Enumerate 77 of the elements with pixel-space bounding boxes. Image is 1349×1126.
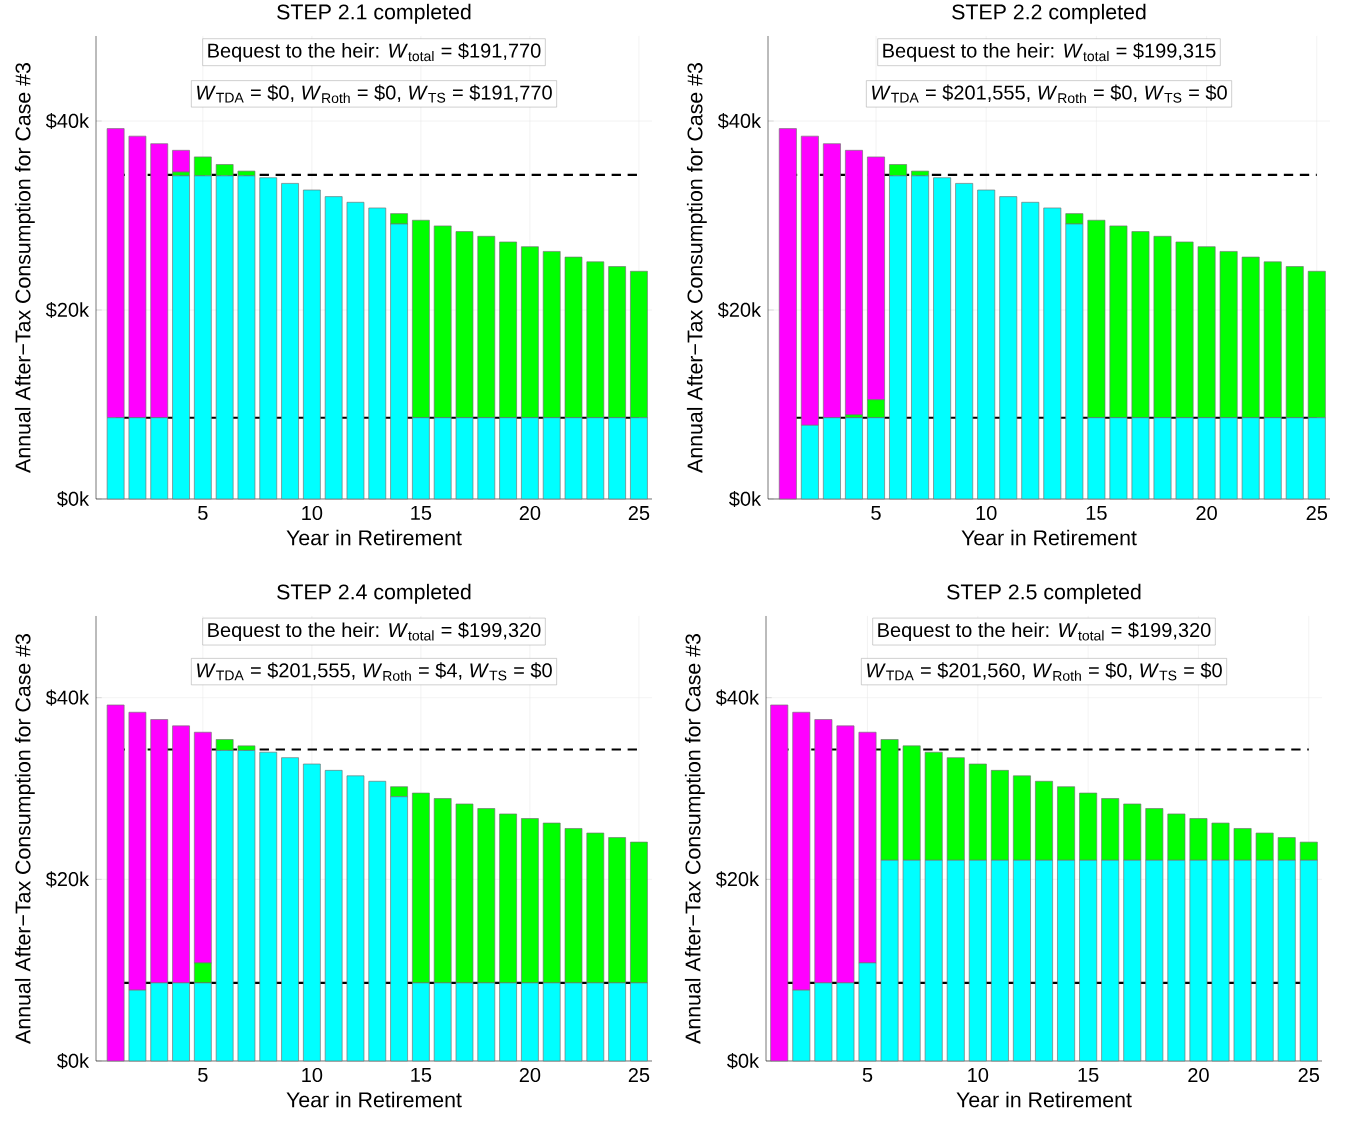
text: W$_{TDA}$ = $201,560, W$_{Roth}$ = $0, W$_{TS}$ = $0 xyxy=(867,662,1222,681)
x-tick-label: 15 xyxy=(411,1067,432,1082)
y-tick-label: $20k xyxy=(45,871,90,888)
x-tick-label: 5 xyxy=(198,1067,208,1082)
bar xyxy=(172,149,190,173)
y-axis-title: Annual After−Tax Consumption for Case #3 xyxy=(14,634,35,1044)
x-tick-label: 25 xyxy=(628,1067,650,1083)
y-tick-label: $0k xyxy=(727,1052,760,1070)
x-tick-label: 25 xyxy=(1306,505,1328,521)
x-tick-label: 10 xyxy=(976,505,997,521)
x-axis-title: Year in Retirement xyxy=(286,529,462,546)
bar xyxy=(933,177,952,500)
y-tick-label: $20k xyxy=(715,871,760,888)
x-axis-title: Year in Retirement xyxy=(286,1091,462,1108)
y-tick-label: $40k xyxy=(45,112,90,130)
annotation: Bequest to the heir: W$_{total}$ = $199,315 xyxy=(883,42,1216,62)
bar xyxy=(303,189,321,500)
y-axis-title: Annual After−Tax Consumption for Case #3 xyxy=(684,634,705,1044)
y-tick-label: $20k xyxy=(717,301,762,319)
x-tick-label: 25 xyxy=(628,505,650,521)
x-tick-label: 10 xyxy=(302,1067,323,1083)
bar xyxy=(324,770,343,1062)
bar xyxy=(778,128,797,500)
y-axis-title: Annual After−Tax Consumption for Case #3 xyxy=(14,63,35,473)
y-tick-label: $0k xyxy=(729,490,762,508)
chart-title: STEP 2.4 completed xyxy=(277,583,471,604)
x-tick-label: 15 xyxy=(411,505,432,520)
x-tick-label: 25 xyxy=(1298,1067,1320,1083)
x-tick-label: 15 xyxy=(1086,505,1107,520)
bar xyxy=(106,704,125,1062)
bar xyxy=(259,751,278,1062)
bar xyxy=(346,775,365,1062)
text: W$_{TDA}$ = $201,555, W$_{Roth}$ = $4, W$_{TS}$ = $0 xyxy=(197,662,552,681)
bar xyxy=(281,183,299,500)
y-axis-title: Annual After−Tax Consumption for Case #3 xyxy=(686,63,707,473)
bar xyxy=(303,763,321,1062)
chart-title: STEP 2.5 completed xyxy=(947,583,1141,604)
bar xyxy=(324,196,343,500)
bar xyxy=(770,704,789,1062)
annotation: Bequest to the heir: W$_{total}$ = $191,770 xyxy=(208,42,541,62)
bar xyxy=(845,149,863,416)
bar xyxy=(172,175,190,500)
x-tick-label: 20 xyxy=(1188,1067,1209,1083)
bar xyxy=(1021,201,1040,500)
x-tick-label: 10 xyxy=(302,505,323,521)
bar xyxy=(955,183,974,500)
x-axis-title: Year in Retirement xyxy=(961,529,1137,546)
x-tick-label: 10 xyxy=(968,1067,989,1083)
x-tick-label: 5 xyxy=(871,505,881,520)
y-tick-label: $40k xyxy=(45,689,90,706)
x-tick-label: 20 xyxy=(1196,505,1217,521)
y-tick-label: $40k xyxy=(715,689,760,706)
bar xyxy=(845,417,863,500)
bar xyxy=(281,757,299,1062)
y-tick-label: $0k xyxy=(57,1052,90,1070)
x-tick-label: 15 xyxy=(1078,1067,1099,1082)
chart-title: STEP 2.2 completed xyxy=(952,3,1146,24)
y-tick-label: $20k xyxy=(45,301,90,319)
y-tick-label: $40k xyxy=(717,112,762,130)
x-tick-label: 5 xyxy=(862,1067,873,1082)
x-axis-title: Year in Retirement xyxy=(956,1091,1132,1108)
x-tick-label: 20 xyxy=(519,505,541,521)
bar xyxy=(1043,207,1062,500)
bar xyxy=(999,196,1018,500)
y-tick-label: $0k xyxy=(57,490,90,508)
x-tick-label: 5 xyxy=(198,505,208,520)
bar xyxy=(346,201,365,500)
annotation: Bequest to the heir: W$_{total}$ = $199,320 xyxy=(208,622,541,642)
x-tick-label: 20 xyxy=(519,1067,541,1083)
bar xyxy=(977,189,996,500)
bar xyxy=(368,780,387,1062)
chart-title: STEP 2.1 completed xyxy=(277,3,471,24)
text: W$_{TDA}$ = $0, W$_{Roth}$ = $0, W$_{TS}$ = $191,770 xyxy=(197,84,552,104)
bar xyxy=(259,177,278,500)
annotation: Bequest to the heir: W$_{total}$ = $199,320 xyxy=(878,622,1211,642)
bar xyxy=(368,207,387,500)
text: W$_{TDA}$ = $201,555, W$_{Roth}$ = $0, W$_{TS}$ = $0 xyxy=(872,84,1227,104)
